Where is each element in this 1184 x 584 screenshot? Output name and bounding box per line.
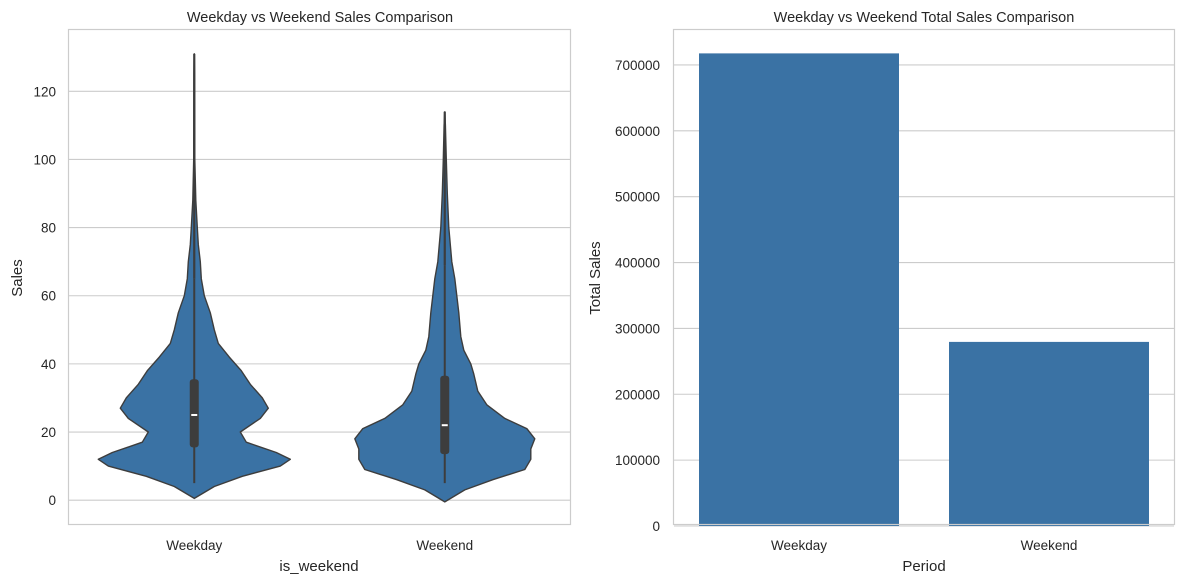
x-tick-label: Weekend: [1021, 538, 1078, 553]
bar-weekend: [949, 341, 1149, 526]
violin-x-ticks: Weekday Weekend: [166, 538, 473, 553]
bar-x-ticks: Weekday Weekend: [771, 538, 1077, 553]
y-tick-label: 300000: [615, 321, 660, 336]
x-tick-label: Weekday: [166, 538, 222, 553]
violin-y-axis-label: Sales: [9, 259, 26, 297]
y-tick-label: 600000: [615, 124, 660, 139]
y-tick-label: 60: [41, 289, 56, 304]
y-tick-label: 100: [33, 152, 56, 167]
violin-panel: Weekday vs Weekend Sales Comparison 0 20 4…: [9, 10, 572, 575]
y-tick-label: 100000: [615, 453, 660, 468]
violin-chart-title: Weekday vs Weekend Sales Comparison: [187, 10, 453, 26]
y-tick-label: 80: [41, 221, 56, 236]
y-tick-label: 20: [41, 425, 56, 440]
bar-y-axis-label: Total Sales: [587, 241, 604, 314]
bar-y-ticks: 0 100000 200000 300000 400000 500000 600000 700…: [615, 58, 660, 534]
violin-iqr-box: [189, 379, 199, 448]
y-tick-label: 500000: [615, 190, 660, 205]
y-tick-label: 400000: [615, 256, 660, 271]
y-tick-label: 120: [33, 84, 56, 99]
x-tick-label: Weekday: [771, 538, 827, 553]
y-tick-label: 700000: [615, 58, 660, 73]
violin-iqr-box: [440, 375, 450, 455]
bars: [699, 53, 1149, 527]
bar-x-axis-label: Period: [902, 558, 945, 575]
bar-chart-title: Weekday vs Weekend Total Sales Compariso…: [774, 10, 1075, 26]
violin-y-ticks: 0 20 40 60 80 100 120: [33, 84, 56, 508]
bar-plot-frame: [672, 28, 1176, 526]
violin-x-axis-label: is_weekend: [279, 558, 358, 575]
y-tick-label: 200000: [615, 387, 660, 402]
y-tick-label: 40: [41, 357, 56, 372]
bar-panel: Weekday vs Weekend Total Sales Compariso…: [587, 10, 1176, 575]
violin-plot-frame: [67, 28, 572, 526]
violins: [97, 53, 536, 503]
x-tick-label: Weekend: [416, 538, 473, 553]
y-tick-label: 0: [652, 519, 660, 534]
bar-weekday: [699, 53, 899, 527]
y-tick-label: 0: [48, 493, 56, 508]
